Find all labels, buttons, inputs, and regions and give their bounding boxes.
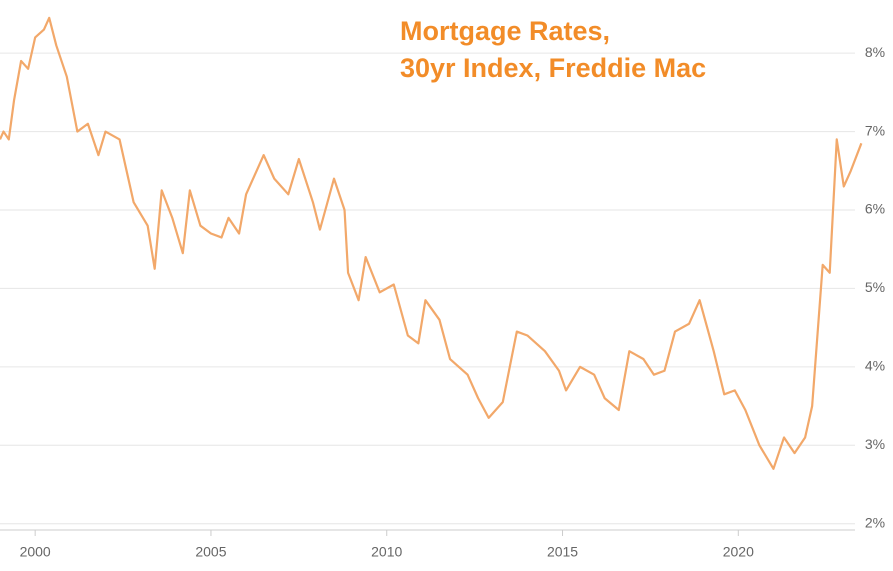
x-tick-label: 2000: [20, 544, 51, 560]
y-tick-label: 4%: [865, 358, 885, 374]
y-tick-label: 7%: [865, 122, 885, 138]
x-tick-label: 2010: [371, 544, 402, 560]
y-tick-label: 3%: [865, 436, 885, 452]
y-tick-label: 8%: [865, 44, 885, 60]
y-tick-label: 2%: [865, 514, 885, 530]
x-tick-label: 2020: [723, 544, 754, 560]
chart-title: Mortgage Rates,: [400, 16, 610, 46]
x-tick-label: 2015: [547, 544, 578, 560]
chart-title: 30yr Index, Freddie Mac: [400, 53, 706, 83]
y-tick-label: 5%: [865, 279, 885, 295]
x-tick-label: 2005: [195, 544, 226, 560]
y-tick-label: 6%: [865, 201, 885, 217]
rate-line: [0, 16, 863, 470]
